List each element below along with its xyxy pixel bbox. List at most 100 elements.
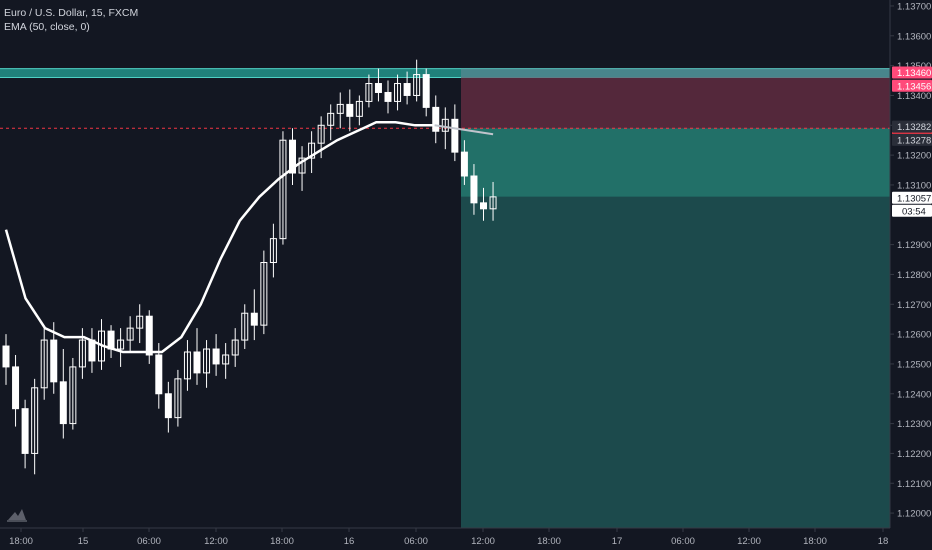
y-tick-label: 1.12700 (897, 300, 931, 311)
ema-line (4, 121, 494, 354)
price-label-text: 1.13282 (897, 122, 931, 133)
candle-body (355, 100, 363, 117)
price-label-box (892, 79, 932, 92)
candle-body (31, 387, 39, 454)
candle-body (365, 83, 373, 102)
y-tick-label: 1.12600 (897, 330, 931, 341)
y-tick-label: 1.12300 (897, 419, 931, 430)
x-tick-label: 18:00 (9, 536, 33, 547)
tradingview-logo-icon[interactable] (6, 505, 28, 523)
candle-body (212, 348, 220, 365)
candle-body (69, 366, 77, 425)
x-tick-label: 18:00 (803, 536, 827, 547)
x-tick-label: 18:00 (270, 536, 294, 547)
candle-body (193, 351, 201, 374)
x-tick-label: 17 (612, 536, 623, 547)
target-extension-zone (461, 196, 890, 529)
y-tick-label: 1.12400 (897, 389, 931, 400)
resistance-zone (0, 68, 890, 78)
y-tick-label: 1.13600 (897, 31, 931, 42)
y-tick-label: 1.12100 (897, 479, 931, 490)
candle-body (126, 327, 134, 341)
candle-body (489, 196, 497, 210)
candle-body (422, 74, 430, 108)
candle-body (480, 202, 487, 210)
x-tick-label: 16 (344, 536, 355, 547)
candle-body (203, 348, 211, 374)
x-tick-label: 12:00 (471, 536, 495, 547)
price-label-box (892, 191, 932, 204)
candle-body (164, 393, 172, 419)
price-label-text: 1.13278 (897, 135, 931, 146)
x-tick-label: 18:00 (537, 536, 561, 547)
candle-body (260, 262, 268, 326)
ema-line-solid (4, 121, 435, 354)
price-label-box (892, 133, 932, 146)
candle-body (250, 312, 258, 326)
price-label-box (892, 66, 932, 79)
y-tick-label: 1.13100 (897, 180, 931, 191)
candle-body (470, 175, 478, 204)
x-tick-label: 06:00 (137, 536, 161, 547)
y-tick-label: 1.12800 (897, 270, 931, 281)
candle-body (451, 118, 459, 153)
x-tick-label: 06:00 (671, 536, 695, 547)
candle-body (432, 106, 440, 132)
candle-body (145, 315, 153, 356)
price-label-text: 1.13456 (897, 81, 931, 92)
candle-body (298, 157, 306, 174)
candle-body (279, 139, 287, 240)
symbol-title: Euro / U.S. Dollar, 15, FXCM (4, 7, 139, 19)
candle-body (317, 124, 325, 144)
y-tick-label: 1.12900 (897, 240, 931, 251)
axes (0, 0, 891, 529)
candle-body (403, 83, 411, 96)
x-tick-label: 12:00 (737, 536, 761, 547)
stop-overlap-zone (461, 68, 890, 78)
x-tick-label: 15 (78, 536, 89, 547)
candle-body (222, 354, 230, 365)
x-tick-label: 06:00 (404, 536, 428, 547)
candle-body (441, 118, 449, 132)
candle-body (107, 330, 115, 350)
price-label-text: 1.13460 (897, 68, 931, 79)
candle-body (174, 378, 182, 419)
x-tick-label: 18 (878, 536, 889, 547)
candle-body (59, 381, 67, 425)
countdown-box (892, 204, 932, 217)
candle-body (327, 112, 335, 126)
candle-body (155, 354, 163, 395)
candle-body (21, 408, 29, 454)
candle-body (336, 103, 344, 114)
x-tick-label: 12:00 (204, 536, 228, 547)
x-axis-ticks: 18:00 15 06:00 12:00 18:00 16 06:00 12:00 18:00 1… (9, 528, 888, 547)
candle-body (394, 83, 402, 102)
y-axis-ticks: 1.12000 1.12100 1.12200 1.12300 1.12400 1.125… (890, 1, 931, 520)
y-tick-label: 1.13700 (897, 1, 931, 12)
candle-body (413, 74, 421, 96)
indicator-title: EMA (50, close, 0) (4, 21, 90, 33)
candle-body (88, 339, 96, 362)
countdown-label: 03:54 (902, 206, 926, 217)
y-tick-label: 1.12500 (897, 359, 931, 370)
candle-body (241, 312, 249, 341)
candle-body (374, 83, 382, 93)
profit-zone (461, 128, 890, 197)
price-label-text: 1.13057 (897, 193, 931, 204)
price-label-box (892, 120, 932, 133)
position-zones (0, 68, 890, 529)
candle-body (117, 339, 125, 350)
candle-body (12, 366, 20, 410)
y-tick-label: 1.12000 (897, 509, 931, 520)
candles (2, 59, 497, 475)
stop-loss-zone (461, 77, 890, 129)
price-labels: 1.134601.134561.132901.132821.132781.130… (892, 66, 932, 217)
y-tick-label: 1.13200 (897, 151, 931, 162)
candle-body (183, 351, 191, 380)
candle-body (50, 339, 58, 383)
candle-body (2, 345, 10, 368)
candle-body (460, 151, 468, 177)
candle-body (384, 91, 392, 102)
candle-body (346, 103, 354, 117)
